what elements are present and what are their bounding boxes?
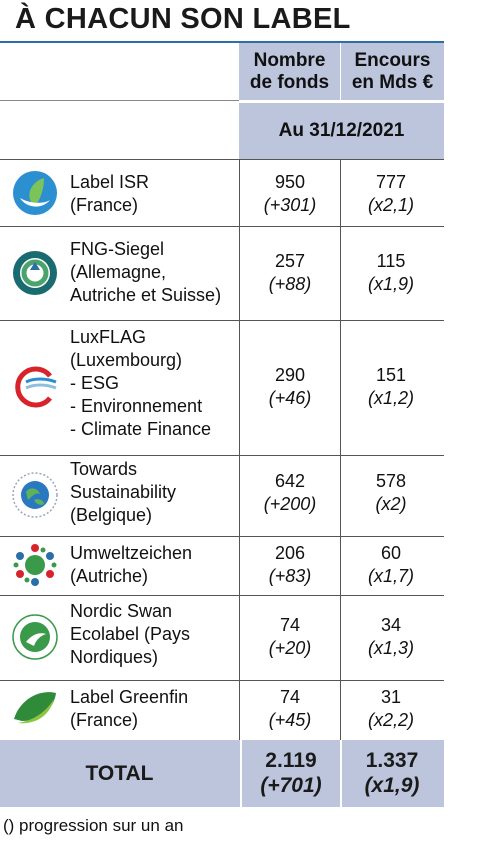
- col-line-2: [340, 159, 341, 740]
- total-divider-1: [240, 740, 242, 807]
- row-separator: [0, 226, 444, 227]
- page-title: À CHACUN SON LABEL: [15, 3, 351, 35]
- label-name: Towards Sustainability (Belgique): [70, 459, 177, 525]
- funds-cell: 74 (+45): [268, 687, 312, 730]
- funds-cell: 642 (+200): [263, 471, 317, 514]
- total-label: TOTAL: [85, 761, 154, 785]
- luxflag-icon: [15, 366, 57, 408]
- label-name: Label ISR (France): [70, 172, 150, 215]
- title-rule: [0, 41, 444, 43]
- assets-cell: 31 (x2,2): [367, 687, 414, 730]
- label-name: LuxFLAG (Luxembourg) - ESG - Environneme…: [70, 327, 212, 439]
- total-row: [0, 740, 444, 807]
- assets-cell: 777 (x2,1): [367, 172, 414, 215]
- row-separator: [0, 455, 444, 456]
- header-funds: Nombre de fonds: [239, 43, 340, 100]
- col-line-1: [239, 159, 240, 740]
- label-isr-icon: [13, 171, 57, 215]
- header-divider: [239, 100, 444, 103]
- header-date: Au 31/12/2021: [239, 103, 444, 159]
- header-date-text: Au 31/12/2021: [278, 120, 405, 141]
- header-rule-1: [0, 100, 239, 101]
- umweltzeichen-icon: [13, 544, 57, 586]
- greenfin-icon: [14, 692, 56, 724]
- label-name: Label Greenfin (France): [70, 687, 189, 730]
- row-separator: [0, 595, 444, 596]
- funds-cell: 74 (+20): [268, 615, 312, 658]
- header-funds-line1: Nombre: [253, 49, 326, 71]
- assets-cell: 60 (x1,7): [367, 543, 414, 586]
- funds-cell: 257 (+88): [268, 251, 312, 294]
- funds-cell: 206 (+83): [268, 543, 312, 586]
- header-assets-line2: en Mds €: [351, 71, 434, 93]
- assets-cell: 151 (x1,2): [367, 365, 414, 408]
- fng-siegel-icon: [13, 251, 57, 295]
- total-funds: 2.119 (+701): [260, 749, 322, 797]
- assets-cell: 34 (x1,3): [367, 615, 414, 658]
- total-divider-2: [340, 740, 342, 807]
- assets-cell: 115 (x1,9): [367, 251, 414, 294]
- assets-cell: 578 (x2): [375, 471, 407, 514]
- total-assets: 1.337 (x1,9): [364, 749, 420, 797]
- towards-sustainability-icon: [12, 472, 58, 518]
- funds-cell: 950 (+301): [263, 172, 317, 215]
- header-assets: Encours en Mds €: [341, 43, 444, 100]
- label-name: FNG-Siegel (Allemagne, Autriche et Suiss…: [70, 239, 222, 305]
- row-separator: [0, 680, 444, 681]
- label-name: Nordic Swan Ecolabel (Pays Nordiques): [70, 601, 191, 667]
- funds-cell: 290 (+46): [268, 365, 312, 408]
- header-assets-line1: Encours: [354, 49, 431, 71]
- label-name: Umweltzeichen (Autriche): [70, 543, 193, 586]
- row-separator: [0, 536, 444, 537]
- header-rule-2: [0, 159, 444, 160]
- footnote: () progression sur un an: [3, 816, 184, 835]
- row-separator: [0, 320, 444, 321]
- header-funds-line2: de fonds: [249, 71, 330, 93]
- header-col-divider: [340, 43, 341, 100]
- nordic-swan-icon: [12, 614, 58, 660]
